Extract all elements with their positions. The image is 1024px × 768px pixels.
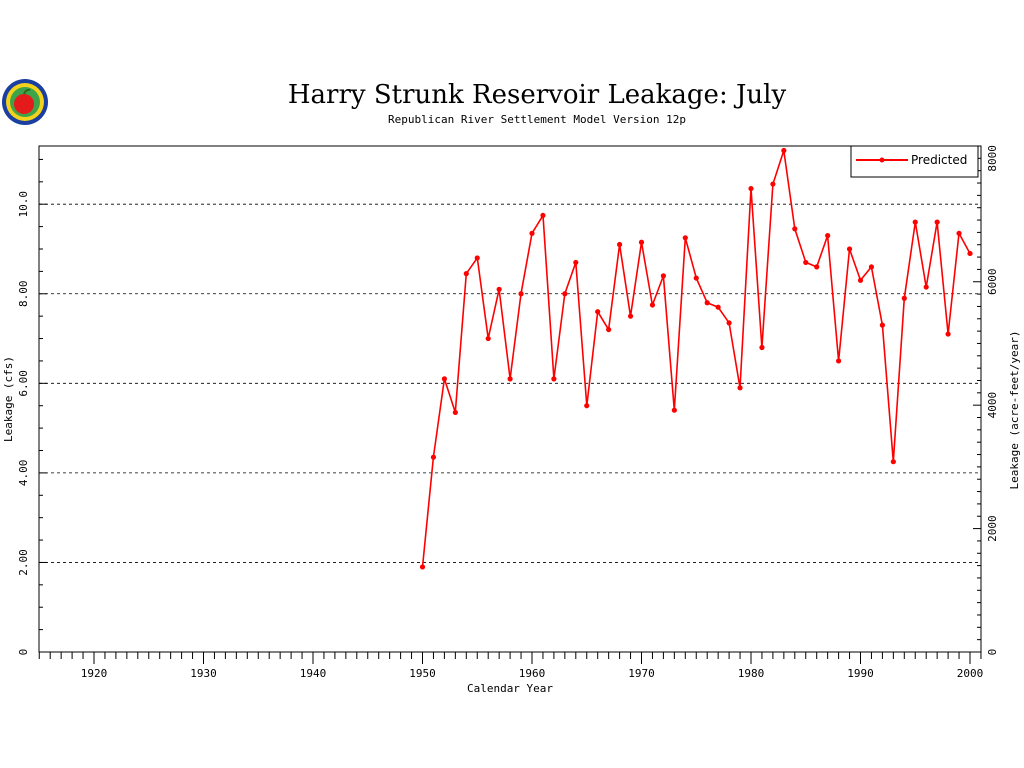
y-axis-label: Leakage (cfs) — [2, 356, 15, 442]
data-point — [814, 264, 820, 270]
data-point — [759, 344, 765, 351]
data-point — [923, 284, 929, 290]
data-point — [474, 255, 480, 261]
data-point — [803, 259, 809, 266]
series-predicted — [419, 147, 973, 570]
y-tick-label: 0 — [17, 649, 30, 656]
data-point — [452, 409, 458, 416]
data-point — [770, 181, 776, 187]
data-point — [419, 564, 426, 570]
data-point — [562, 291, 568, 297]
data-point — [660, 273, 667, 279]
data-point — [945, 331, 951, 337]
data-point — [956, 230, 962, 236]
plot-frame — [38, 145, 982, 653]
axis-ticks — [38, 145, 982, 664]
y2-tick-label: 8000 — [986, 145, 999, 172]
data-point — [868, 264, 875, 270]
data-point — [726, 320, 732, 326]
chart-subtitle: Republican River Settlement Model Versio… — [388, 113, 686, 126]
data-point — [617, 241, 623, 248]
data-point — [846, 246, 853, 252]
x-tick-label: 1990 — [847, 667, 874, 680]
data-point — [781, 147, 787, 154]
data-point — [792, 226, 798, 232]
data-point — [595, 309, 601, 315]
grid-lines — [39, 203, 981, 563]
data-point — [737, 385, 743, 391]
data-point — [748, 185, 754, 192]
data-point — [441, 376, 447, 382]
data-point — [627, 313, 634, 319]
data-point — [463, 271, 469, 277]
data-point — [507, 376, 513, 382]
x-tick-label: 1920 — [81, 667, 108, 680]
x-tick-label: 1980 — [738, 667, 765, 680]
data-point — [934, 219, 940, 225]
y-tick-label: 8.00 — [17, 281, 30, 308]
data-point — [836, 358, 842, 364]
data-point — [540, 212, 546, 219]
y-tick-label: 6.00 — [17, 370, 30, 397]
data-point — [715, 304, 721, 310]
data-point — [901, 295, 907, 301]
y2-tick-label: 4000 — [986, 392, 999, 419]
data-point — [682, 235, 688, 241]
x-tick-label: 1960 — [519, 667, 546, 680]
data-point — [551, 376, 557, 382]
data-point — [879, 322, 886, 328]
series-line — [421, 150, 971, 567]
data-point — [704, 300, 710, 306]
data-point — [638, 239, 645, 245]
data-point — [518, 291, 524, 297]
data-point — [430, 454, 437, 460]
data-point — [606, 326, 612, 333]
y2-axis-label: Leakage (acre-feet/year) — [1008, 331, 1021, 490]
data-point — [573, 259, 579, 266]
tick-labels: 0 2.00 4.00 6.00 8.00 10.0 0 2000 4000 6000 8000 19… — [17, 145, 999, 680]
data-point — [912, 219, 918, 225]
data-point — [649, 302, 656, 308]
legend-marker — [879, 157, 885, 163]
y-tick-label: 4.00 — [17, 460, 30, 487]
x-axis-label: Calendar Year — [467, 682, 553, 695]
legend-box — [850, 145, 979, 178]
y-tick-label: 2.00 — [17, 549, 30, 576]
y2-tick-label: 6000 — [986, 269, 999, 296]
data-point — [671, 407, 677, 413]
y2-tick-label: 0 — [986, 649, 999, 656]
x-tick-label: 1950 — [409, 667, 436, 680]
data-point — [967, 250, 973, 257]
chart-title: Harry Strunk Reservoir Leakage: July — [288, 80, 787, 110]
data-point — [693, 275, 699, 281]
data-point — [496, 286, 502, 292]
legend-label: Predicted — [911, 153, 967, 167]
x-tick-label: 1970 — [628, 667, 655, 680]
legend: Predicted — [850, 145, 979, 178]
data-point — [857, 277, 864, 283]
data-point — [529, 230, 535, 236]
agency-logo — [2, 79, 48, 125]
data-point — [825, 232, 831, 239]
x-tick-label: 2000 — [957, 667, 984, 680]
data-point — [584, 403, 590, 409]
y2-tick-label: 2000 — [986, 515, 999, 542]
x-tick-label: 1940 — [300, 667, 327, 680]
data-point — [890, 459, 896, 465]
x-tick-label: 1930 — [190, 667, 217, 680]
y-tick-label: 10.0 — [17, 191, 30, 218]
data-point — [485, 335, 491, 342]
